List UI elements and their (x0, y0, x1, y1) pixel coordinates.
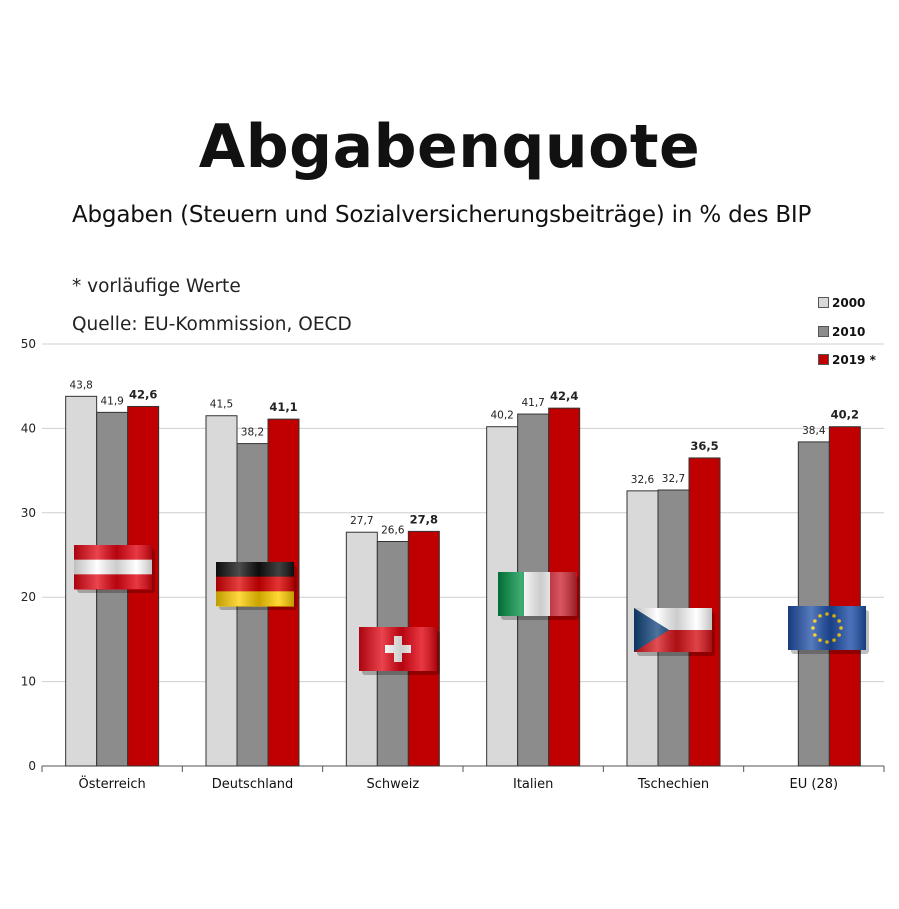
flag-wave-shading (216, 562, 294, 606)
italy-flag-icon (498, 572, 579, 620)
legend-item-2000: 2000 (818, 296, 865, 310)
data-label: 42,4 (550, 389, 578, 403)
y-tick-label: 20 (21, 590, 36, 604)
y-tick-label: 50 (21, 337, 36, 351)
y-tick-label: 30 (21, 506, 36, 520)
source-note: Quelle: EU-Kommission, OECD (72, 314, 352, 335)
germany-flag-icon (216, 562, 297, 610)
x-tick-label: Tschechien (637, 777, 709, 792)
bar-2010-5 (797, 441, 830, 767)
x-tick-label: EU (28) (790, 777, 839, 792)
flag-wave-shading (788, 606, 866, 650)
flag-wave-shading (498, 572, 576, 616)
flag-wave-shading (74, 545, 152, 589)
data-label: 41,1 (269, 400, 297, 414)
chart-title: Abgabenquote (198, 112, 701, 182)
data-label: 38,4 (802, 425, 826, 437)
switzerland-flag-icon (359, 627, 440, 675)
y-tick-label: 40 (21, 421, 36, 435)
data-label: 27,8 (410, 512, 438, 526)
x-tick-label: Schweiz (366, 777, 419, 792)
flag-wave-shading (359, 627, 437, 671)
data-label: 41,7 (521, 397, 544, 409)
bar-2019-5 (828, 426, 861, 767)
data-label: 36,5 (690, 439, 718, 453)
data-label: 40,2 (831, 408, 859, 422)
data-label: 42,6 (129, 387, 157, 401)
austria-flag-icon (74, 545, 155, 593)
y-tick-label: 0 (28, 759, 36, 773)
legend-swatch-2000 (818, 297, 829, 308)
eu-flag-icon (788, 606, 869, 654)
x-tick-label: Deutschland (212, 777, 294, 792)
data-label: 32,6 (631, 474, 655, 486)
legend-swatch-2019 (818, 354, 829, 365)
czechia-flag-icon (634, 608, 715, 656)
legend-label-2010: 2010 (832, 325, 866, 339)
data-label: 32,7 (662, 473, 685, 485)
chart-subtitle: Abgaben (Steuern und Sozialversicherungs… (72, 202, 812, 228)
data-label: 40,2 (490, 410, 513, 422)
data-label: 38,2 (241, 427, 264, 439)
data-label: 41,5 (210, 399, 233, 411)
legend-label-2019: 2019 * (832, 353, 876, 367)
legend-item-2010: 2010 (818, 325, 865, 339)
legend-swatch-2010 (818, 326, 829, 337)
data-label: 43,8 (69, 379, 92, 391)
y-tick-label: 10 (21, 675, 36, 689)
legend-label-2000: 2000 (832, 296, 866, 310)
x-tick-label: Italien (513, 777, 553, 792)
x-tick-label: Österreich (79, 775, 146, 792)
data-label: 27,7 (350, 515, 373, 527)
footnote: * vorläufige Werte (72, 276, 241, 297)
data-label: 26,6 (381, 524, 405, 536)
data-label: 41,9 (100, 395, 123, 407)
flag-wave-shading (634, 608, 712, 652)
legend-item-2019: 2019 * (818, 353, 876, 367)
